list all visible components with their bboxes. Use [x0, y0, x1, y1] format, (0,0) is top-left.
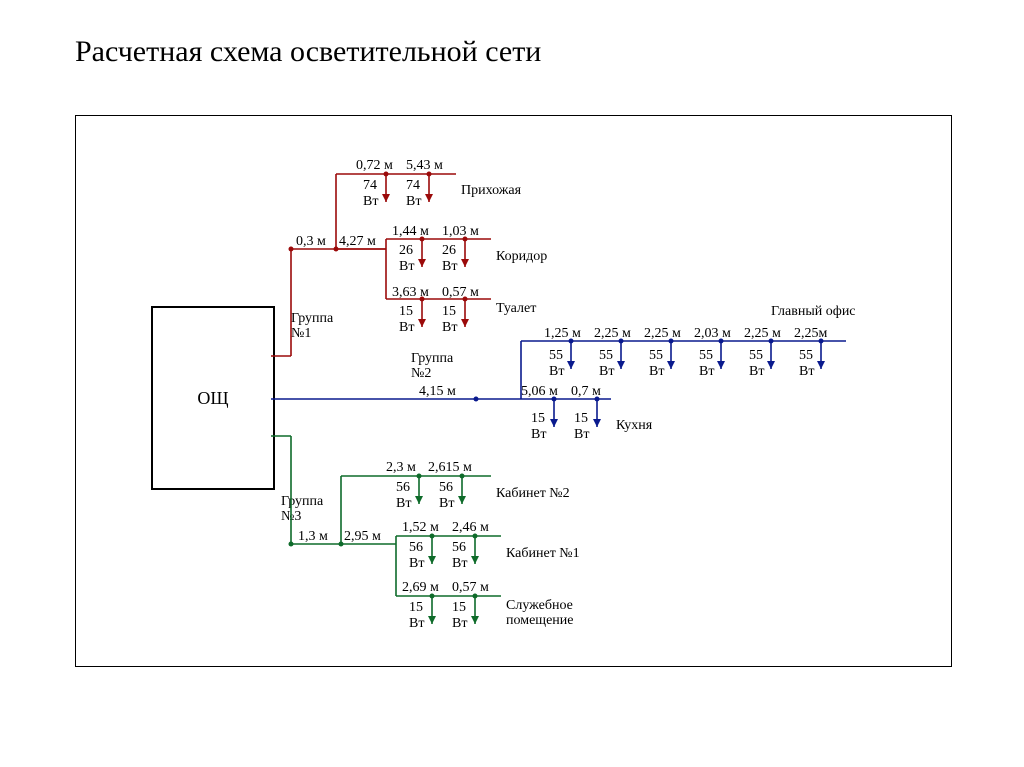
group3-label: Группа№3 — [281, 494, 323, 525]
dist-kitchen-pre: 5,06 м — [521, 384, 558, 400]
load-hall-2u: Вт — [406, 194, 421, 210]
dist-corridor-a: 1,44 м — [392, 224, 429, 240]
dist-office-5: 2,25 м — [744, 326, 781, 342]
dist-hallway-b: 5,43 м — [406, 158, 443, 174]
dist-office-4: 2,03 м — [694, 326, 731, 342]
osch-box: ОЩ — [151, 306, 275, 490]
diagram-frame: ОЩ Группа№1 Группа№2 Группа№3 Прихожая К… — [75, 115, 952, 667]
room-kitchen: Кухня — [616, 418, 652, 434]
load-hall-2v: 74 — [406, 178, 420, 194]
load-toi-2u: Вт — [442, 320, 457, 336]
dist-office-1: 1,25 м — [544, 326, 581, 342]
load-c2-2u: Вт — [439, 496, 454, 512]
load-off-3u: Вт — [649, 364, 664, 380]
dist-office-3: 2,25 м — [644, 326, 681, 342]
load-kit-1u: Вт — [531, 427, 546, 443]
load-c1-1v: 56 — [409, 540, 423, 556]
dist-corridor-b: 1,03 м — [442, 224, 479, 240]
room-cab2: Кабинет №2 — [496, 486, 570, 502]
load-cor-2v: 26 — [442, 243, 456, 259]
room-corridor: Коридор — [496, 249, 547, 265]
room-office: Главный офис — [771, 304, 856, 320]
load-c1-1u: Вт — [409, 556, 424, 572]
load-off-2v: 55 — [599, 348, 613, 364]
load-off-1u: Вт — [549, 364, 564, 380]
load-hall-1v: 74 — [363, 178, 377, 194]
load-kit-2u: Вт — [574, 427, 589, 443]
load-off-1v: 55 — [549, 348, 563, 364]
load-toi-1v: 15 — [399, 304, 413, 320]
load-kit-1v: 15 — [531, 411, 545, 427]
load-toi-1u: Вт — [399, 320, 414, 336]
load-c1-2u: Вт — [452, 556, 467, 572]
group2-label: Группа№2 — [411, 351, 453, 382]
load-off-6u: Вт — [799, 364, 814, 380]
load-off-5u: Вт — [749, 364, 764, 380]
room-cab1: Кабинет №1 — [506, 546, 580, 562]
load-kit-2v: 15 — [574, 411, 588, 427]
load-hall-1u: Вт — [363, 194, 378, 210]
load-off-2u: Вт — [599, 364, 614, 380]
dist-trunk-g1: 0,3 м — [296, 234, 326, 250]
room-hallway: Прихожая — [461, 183, 521, 199]
dist-kitchen-a: 0,7 м — [571, 384, 601, 400]
dist-office-6: 2,25м — [794, 326, 827, 342]
dist-service-pre: 2,69 м — [402, 580, 439, 596]
load-off-4u: Вт — [699, 364, 714, 380]
load-c2-1u: Вт — [396, 496, 411, 512]
load-off-6v: 55 — [799, 348, 813, 364]
dist-office-2: 2,25 м — [594, 326, 631, 342]
dist-toilet-pre: 3,63 м — [392, 285, 429, 301]
load-cor-1u: Вт — [399, 259, 414, 275]
load-srv-2u: Вт — [452, 616, 467, 632]
load-c2-1v: 56 — [396, 480, 410, 496]
room-service: Служебноепомещение — [506, 598, 574, 629]
load-srv-1v: 15 — [409, 600, 423, 616]
room-toilet: Туалет — [496, 301, 536, 317]
load-cor-2u: Вт — [442, 259, 457, 275]
dist-hallway-pre: 4,27 м — [339, 234, 376, 250]
page-title: Расчетная схема осветительной сети — [75, 35, 541, 69]
load-cor-1v: 26 — [399, 243, 413, 259]
group1-label: Группа№1 — [291, 311, 333, 342]
dist-toilet-a: 0,57 м — [442, 285, 479, 301]
load-c2-2v: 56 — [439, 480, 453, 496]
dist-g2-pre: 4,15 м — [419, 384, 456, 400]
load-srv-1u: Вт — [409, 616, 424, 632]
osch-label: ОЩ — [197, 388, 228, 409]
dist-hallway-a: 0,72 м — [356, 158, 393, 174]
load-off-3v: 55 — [649, 348, 663, 364]
dist-trunk-g3: 1,3 м — [298, 529, 328, 545]
load-toi-2v: 15 — [442, 304, 456, 320]
load-srv-2v: 15 — [452, 600, 466, 616]
load-off-4v: 55 — [699, 348, 713, 364]
dist-cab2-pre: 2,95 м — [344, 529, 381, 545]
dist-cab2-b: 2,615 м — [428, 460, 472, 476]
dist-cab2-a: 2,3 м — [386, 460, 416, 476]
load-c1-2v: 56 — [452, 540, 466, 556]
dist-cab1-a: 1,52 м — [402, 520, 439, 536]
dist-service-a: 0,57 м — [452, 580, 489, 596]
load-off-5v: 55 — [749, 348, 763, 364]
dist-cab1-b: 2,46 м — [452, 520, 489, 536]
